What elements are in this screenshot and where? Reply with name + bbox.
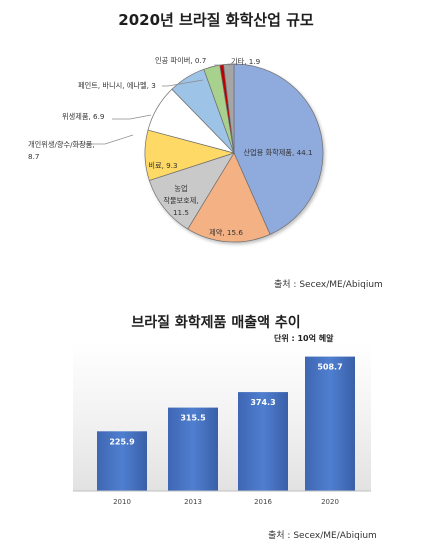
bar-chart-title: 브라질 화학제품 매출액 추이: [131, 315, 301, 331]
pie-label-2: 농업 작물보호제, 11.5: [163, 184, 198, 217]
bar-2013: [168, 407, 218, 491]
pie-labels: 산업용 화학제품, 44.1 제약, 15.6 농업 작물보호제, 11.5 비료, 9.…: [28, 56, 313, 237]
bar-value-label-2020: 508.7: [317, 363, 342, 372]
pie-label-5: 위생제품, 6.9: [62, 112, 105, 121]
pie-source-note: 출처 : Secex/ME/Abiqium: [274, 280, 383, 290]
pie-label-8: 기타, 1.9: [231, 57, 261, 66]
bar-chart: 225.9 315.5 374.3 508.7 2010 2013 2016 2020: [73, 343, 371, 506]
pie-slice-2: [148, 152, 235, 230]
pie-leader-4: [78, 134, 134, 145]
x-tick-labels: 2010 2013 2016 2020: [113, 498, 339, 506]
bar-value-label-2013: 315.5: [180, 414, 206, 423]
pie-label-1: 제약, 15.6: [209, 228, 243, 237]
pie-chart: 산업용 화학제품, 44.1 제약, 15.6 농업 작물보호제, 11.5 비료, 9.…: [28, 56, 324, 243]
bar-source-note: 출처 : Secex/ME/Abiqium: [268, 531, 377, 541]
bar-2020: [305, 356, 355, 491]
pie-label-7: 인공 파이버, 0.7: [155, 56, 206, 65]
pie-leader-6: [162, 79, 204, 87]
bar-value-label-2010: 225.9: [109, 437, 135, 446]
x-tick-2010: 2010: [113, 498, 131, 506]
bar-2010: [97, 431, 147, 491]
bar-2016: [238, 392, 288, 491]
x-tick-2016: 2016: [254, 498, 272, 506]
pie-slice-0: [233, 63, 324, 235]
x-tick-2013: 2013: [184, 498, 202, 506]
pie-label-0: 산업용 화학제품, 44.1: [243, 148, 312, 157]
pie-label-6: 페인트, 바니시, 에나멜, 3: [78, 81, 156, 90]
bar-unit-label: 단위 : 10억 헤알: [274, 334, 334, 343]
pie-leader-5: [112, 114, 152, 120]
bar-value-label-2016: 374.3: [250, 398, 275, 407]
pie-slices: [144, 63, 324, 243]
pie-leader-lines: [78, 64, 231, 145]
pie-label-3: 비료, 9.3: [148, 161, 177, 170]
pie-label-4: 개인위생/향수/화장품, 8.7: [28, 140, 95, 161]
x-tick-2020: 2020: [321, 498, 339, 506]
bar-marks: 225.9 315.5 374.3 508.7: [97, 356, 355, 491]
pie-slice-1: [187, 152, 271, 243]
pie-chart-title: 2020년 브라질 화학산업 규모: [118, 11, 314, 29]
pie-slice-8: [223, 63, 235, 154]
